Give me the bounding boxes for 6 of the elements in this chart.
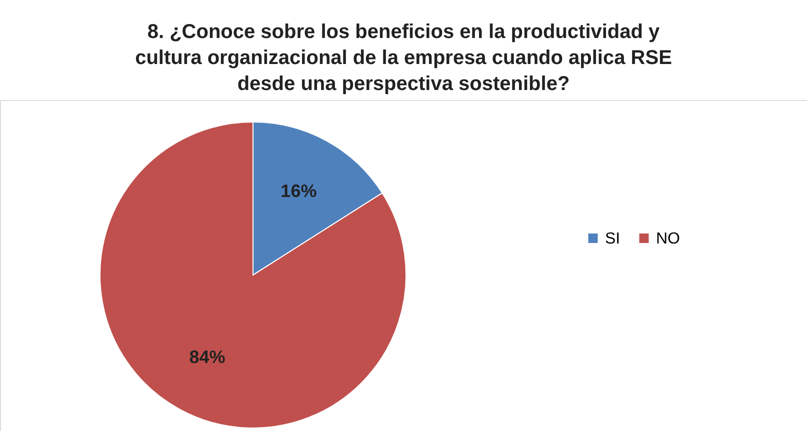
pie-slice <box>100 122 406 428</box>
legend-label: NO <box>656 230 680 248</box>
legend-label: SI <box>605 230 620 248</box>
data-label: 16% <box>280 180 317 201</box>
data-label: 84% <box>189 347 226 368</box>
chart-title: 8. ¿Conoce sobre los beneficios en la productividad y cultura organizacional de la empresa cuando aplica RSE desde una perspectiva sostenible? <box>135 21 672 95</box>
